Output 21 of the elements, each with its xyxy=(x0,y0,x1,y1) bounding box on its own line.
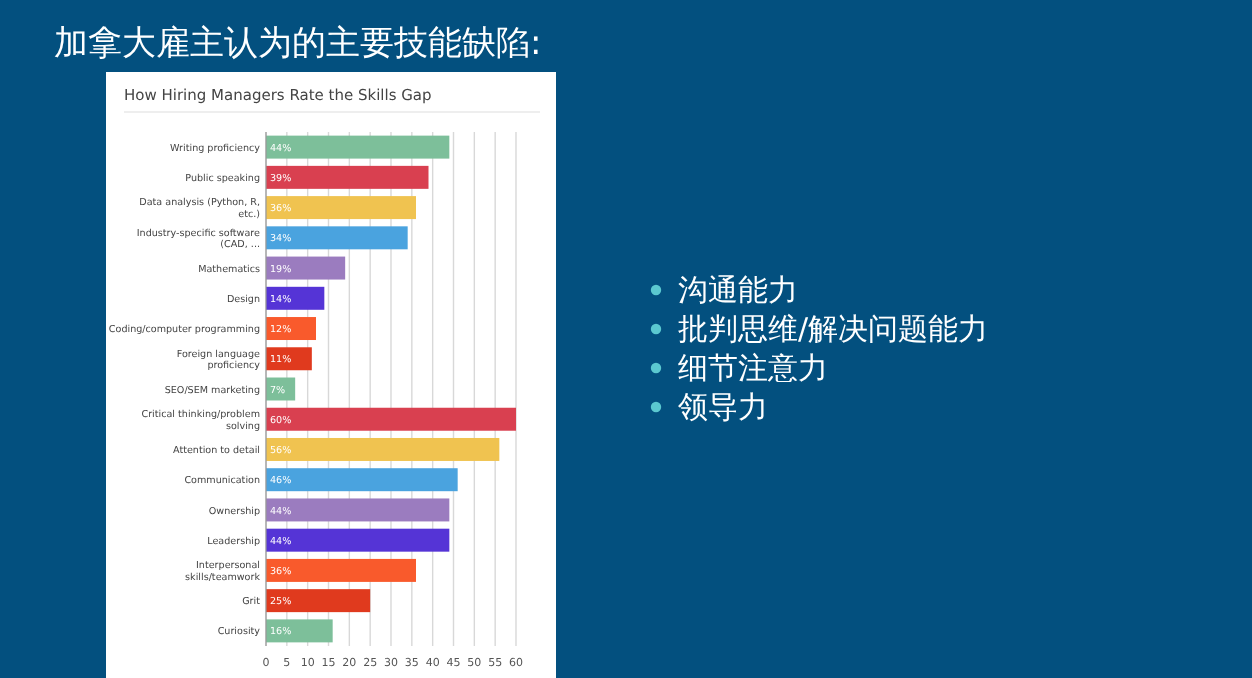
bar xyxy=(266,558,416,582)
bar xyxy=(266,589,371,613)
text: 批判思维/解决问题能力 xyxy=(678,311,989,347)
bar xyxy=(266,437,500,461)
bar xyxy=(266,468,458,492)
chart-title: 加拿大雇主认为的主要技能缺陷: xyxy=(54,24,542,64)
bar xyxy=(266,619,333,643)
text: 沟通能力 xyxy=(678,272,798,308)
bar xyxy=(266,407,516,431)
bar xyxy=(266,528,450,552)
bar xyxy=(266,196,416,220)
bar xyxy=(266,347,312,371)
bar xyxy=(266,317,316,341)
bar xyxy=(266,498,450,522)
bar xyxy=(266,226,408,250)
bar xyxy=(266,165,429,189)
text: 细节注意力 xyxy=(678,350,828,386)
bar xyxy=(266,256,346,280)
bar xyxy=(266,135,450,159)
text: 领导力 xyxy=(678,389,768,425)
bar xyxy=(266,286,325,310)
